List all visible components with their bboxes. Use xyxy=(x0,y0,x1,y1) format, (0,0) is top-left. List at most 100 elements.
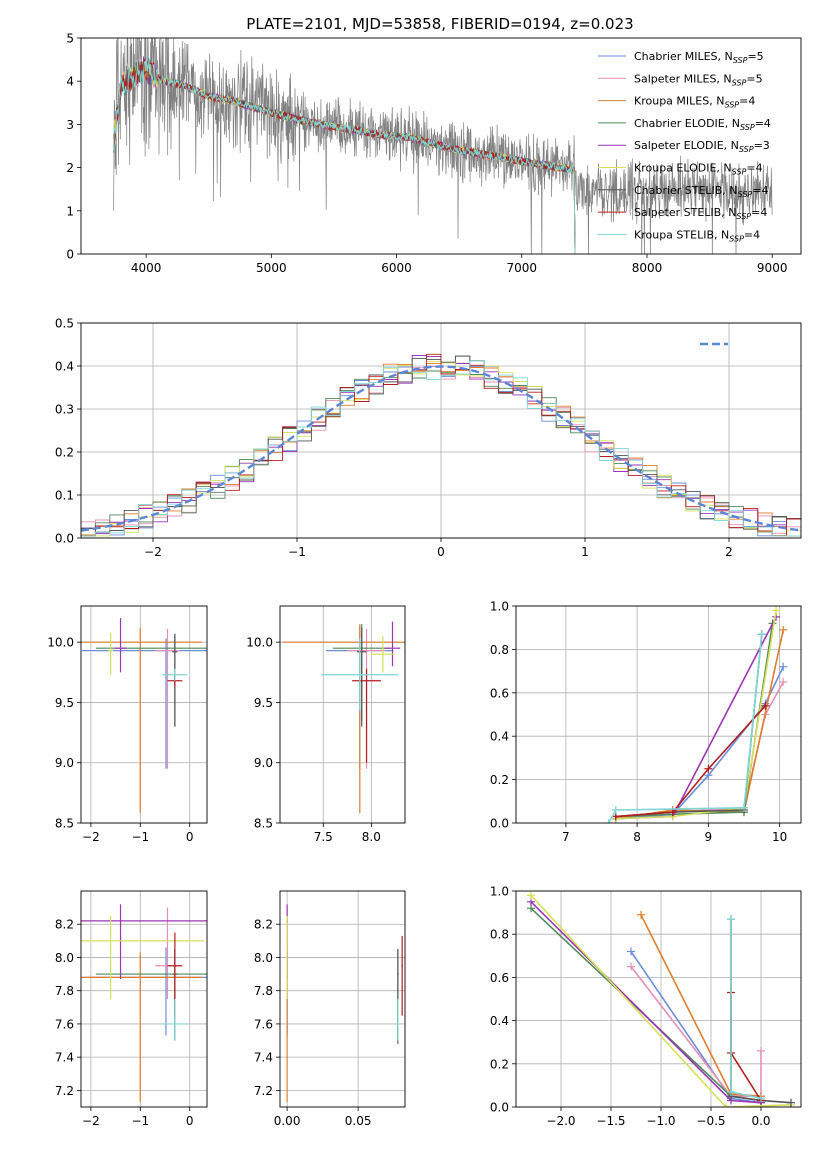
axes-frame xyxy=(80,37,802,255)
y-tick-label: 3 xyxy=(66,118,74,132)
x-tick-label: 9 xyxy=(705,830,713,844)
weight-line-salpeter_stelib xyxy=(730,992,762,1101)
errorbar-point-kroupa_elodie xyxy=(371,636,395,673)
weight-marker-kroupa_stelib xyxy=(757,1094,765,1103)
errorbar-point-kroupa_elodie xyxy=(81,915,205,999)
axes-weight_vs_age: 7 8 9 10 0.0 0.2 0.4 0.6 0.8 1.0 xyxy=(490,600,802,844)
weight-marker-kroupa_elodie xyxy=(527,891,535,900)
weight-marker-kroupa_stelib xyxy=(727,915,735,924)
x-tick-label: 0 xyxy=(186,1114,194,1128)
weight-marker-salpeter_miles xyxy=(757,1046,765,1055)
x-tick-label: −0.5 xyxy=(696,1114,725,1128)
y-tick-label: 7.2 xyxy=(55,1084,74,1098)
x-tick-label: 0.00 xyxy=(274,1114,301,1128)
x-tick-label: 0 xyxy=(186,830,194,844)
y-tick-label: 9.5 xyxy=(55,696,74,710)
y-tick-label: 0.4 xyxy=(490,1014,509,1028)
axes-mass_vs_Z: −2 −1 0 7.2 7.4 7.6 7.8 8.0 8.2 xyxy=(55,890,208,1128)
y-tick-label: 10.0 xyxy=(47,636,74,650)
errorbar-point-kroupa_miles xyxy=(81,627,203,814)
weight-marker-kroupa_elodie xyxy=(722,1103,730,1107)
x-tick-label: 7.5 xyxy=(314,830,333,844)
axes-age_vs_mass: 7.5 8.0 8.5 9.0 9.5 10.0 xyxy=(246,605,406,844)
y-tick-label: 0.4 xyxy=(55,360,74,374)
y-tick-label: 8.2 xyxy=(254,918,273,932)
legend-entry: Salpeter ELODIE, NSSP=3 xyxy=(634,139,770,154)
errorbar-point-salpeter_elodie xyxy=(81,904,207,980)
legend-entry: Kroupa STELIB, NSSP=4 xyxy=(634,228,760,243)
weight-line-chabrier_miles xyxy=(615,666,784,820)
axes-frame xyxy=(515,890,802,1108)
y-tick-label: 0.0 xyxy=(490,817,509,831)
x-tick-label: 6000 xyxy=(381,261,412,275)
axes-mass_vs_ebv: 0.00 0.05 7.2 7.4 7.6 7.8 8.0 8.2 xyxy=(254,890,406,1128)
errorbar-point-kroupa_miles xyxy=(81,952,203,1103)
legend-entry: Salpeter STELIB, NSSP=4 xyxy=(634,206,767,221)
y-tick-label: 9.0 xyxy=(254,756,273,770)
y-tick-label: 1.0 xyxy=(490,600,509,614)
x-tick-label: 0.0 xyxy=(751,1114,770,1128)
y-tick-label: 1 xyxy=(66,204,74,218)
x-tick-label: −1 xyxy=(288,545,306,559)
y-tick-label: 8.0 xyxy=(254,951,273,965)
legend-entry: Salpeter MILES, NSSP=5 xyxy=(634,72,763,87)
data-spectrum-line xyxy=(113,38,773,254)
figure-title: PLATE=2101, MJD=53858, FIBERID=0194, z=0… xyxy=(246,15,633,33)
errorbar-point-kroupa_elodie xyxy=(286,915,288,999)
errorbar-point-chabrier_miles xyxy=(81,638,207,769)
weight-line-chabrier_miles xyxy=(630,951,762,1104)
y-tick-label: 7.8 xyxy=(254,984,273,998)
plot-area-weight_vs_Z xyxy=(527,891,795,1107)
weight-marker-kroupa_stelib xyxy=(611,805,620,814)
y-tick-label: 0.3 xyxy=(55,403,74,417)
legend-entry: Chabrier ELODIE, NSSP=4 xyxy=(634,117,771,132)
x-tick-label: −1 xyxy=(131,830,149,844)
x-tick-label: 8000 xyxy=(632,261,663,275)
y-tick-label: 1.0 xyxy=(490,885,509,899)
x-tick-label: 9000 xyxy=(757,261,788,275)
y-tick-label: 8.5 xyxy=(55,817,74,831)
errorbar-point-salpeter_stelib xyxy=(352,668,381,763)
weight-marker-chabrier_stelib xyxy=(787,1098,795,1107)
plot-area-residuals xyxy=(81,353,801,537)
x-tick-label: 8.0 xyxy=(362,830,381,844)
weight-marker-salpeter_miles xyxy=(627,962,635,971)
weight-marker-kroupa_stelib xyxy=(740,803,748,812)
weight-line-kroupa_stelib xyxy=(607,634,763,823)
axes-frame xyxy=(80,322,802,539)
hist-salpeter_stelib xyxy=(81,353,801,537)
x-tick-label: 1 xyxy=(581,545,589,559)
y-tick-label: 0.0 xyxy=(55,532,74,546)
y-tick-label: 0.1 xyxy=(55,489,74,503)
x-tick-label: −2 xyxy=(82,830,100,844)
weight-marker-salpeter_stelib xyxy=(704,764,713,773)
weight-marker-kroupa_stelib xyxy=(727,1087,735,1096)
errorbar-point-chabrier_stelib xyxy=(356,627,367,727)
x-tick-label: −1 xyxy=(131,1114,149,1128)
y-tick-label: 7.2 xyxy=(254,1084,273,1098)
y-tick-label: 2 xyxy=(66,161,74,175)
axes-residuals: −2 −1 0 1 2 0.0 0.1 0.2 0.3 0.4 0.5 xyxy=(55,317,802,559)
x-tick-label: 7000 xyxy=(506,261,537,275)
y-tick-label: 0.4 xyxy=(490,730,509,744)
model-line-salpeter_stelib xyxy=(113,59,576,254)
x-tick-label: 5000 xyxy=(256,261,287,275)
errorbar-point-chabrier_miles xyxy=(81,947,207,1036)
y-tick-label: 7.8 xyxy=(55,984,74,998)
y-tick-label: 0.2 xyxy=(490,1057,509,1071)
weight-marker-kroupa_miles xyxy=(637,910,645,919)
axes-frame xyxy=(80,890,208,1108)
weight-line-kroupa_elodie xyxy=(615,610,777,820)
y-tick-label: 0.5 xyxy=(55,317,74,331)
plot-area-mass_vs_Z xyxy=(81,904,207,1103)
errorbar-point-salpeter_stelib xyxy=(401,935,403,1016)
axes-age_vs_Z: −2 −1 0 8.5 9.0 9.5 10.0 xyxy=(47,605,208,844)
y-tick-label: 8.0 xyxy=(55,951,74,965)
errorbar-point-kroupa_stelib xyxy=(397,999,399,1041)
y-tick-label: 9.5 xyxy=(254,696,273,710)
errorbar-point-salpeter_miles xyxy=(155,628,180,769)
x-tick-label: −1.0 xyxy=(646,1114,675,1128)
x-tick-label: 0 xyxy=(437,545,445,559)
axes-weight_vs_Z: −2.0 −1.5 −1.0 −0.5 0.0 0.0 0.2 0.4 0.6 0.8 1.0 xyxy=(490,885,802,1128)
legend-entry: Chabrier MILES, NSSP=5 xyxy=(634,50,764,65)
